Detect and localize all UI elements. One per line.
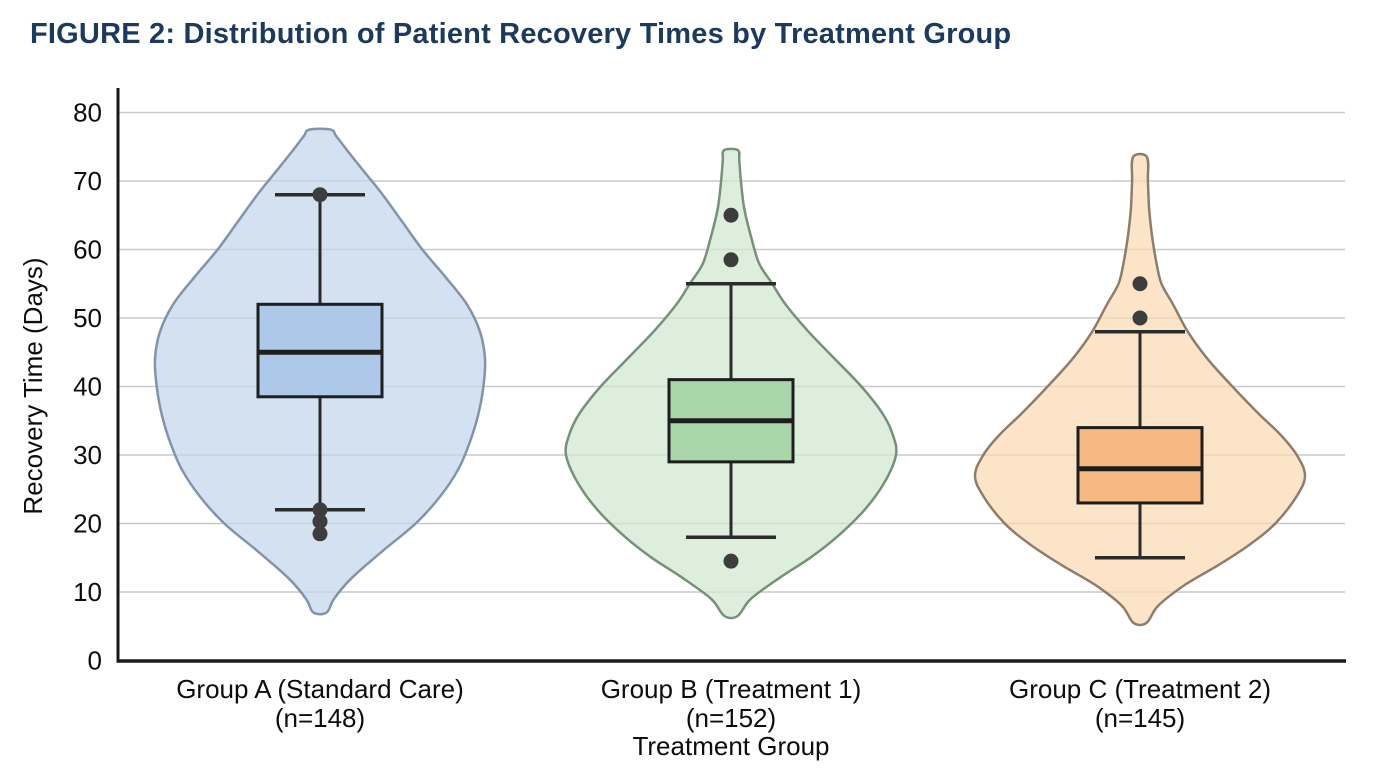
group-a-outlier-dot-0	[312, 187, 328, 203]
group-b-x-tick-label: Group B (Treatment 1) (n=152)	[601, 674, 862, 733]
group-c-outlier-dot-0	[1132, 276, 1148, 292]
x-axis-title: Treatment Group	[632, 731, 829, 761]
group-b-outlier-dot-1	[723, 252, 739, 268]
plot-generated-layer: 0 10 20 30 40 50 60 70 80 Group A (Standard Care)…	[73, 88, 1346, 733]
group-a-outlier-dot-2	[312, 513, 328, 529]
y-axis-title: Recovery Time (Days)	[18, 257, 48, 514]
y-tick-label-30: 30	[73, 440, 102, 470]
y-tick-label-10: 10	[73, 577, 102, 607]
y-tick-label-80: 80	[73, 98, 102, 128]
group-c-box	[1076, 426, 1204, 505]
group-a-outlier-dot-1	[312, 502, 328, 518]
y-tick-label-0: 0	[88, 646, 102, 676]
y-tick-label-20: 20	[73, 509, 102, 539]
group-c-x-tick-label: Group C (Treatment 2) (n=145)	[1009, 674, 1271, 733]
y-tick-label-50: 50	[73, 303, 102, 333]
group-b-outlier-dot-2	[723, 553, 739, 569]
y-tick-label-60: 60	[73, 235, 102, 265]
group-b-outlier-dot-0	[723, 207, 739, 223]
y-tick-label-70: 70	[73, 166, 102, 196]
figure-title: FIGURE 2: Distribution of Patient Recove…	[30, 18, 1012, 50]
y-tick-label-40: 40	[73, 372, 102, 402]
group-a-outlier-dot-3	[312, 526, 328, 542]
group-c-outlier-dot-1	[1132, 310, 1148, 326]
group-a-x-tick-label: Group A (Standard Care) (n=148)	[176, 674, 464, 733]
